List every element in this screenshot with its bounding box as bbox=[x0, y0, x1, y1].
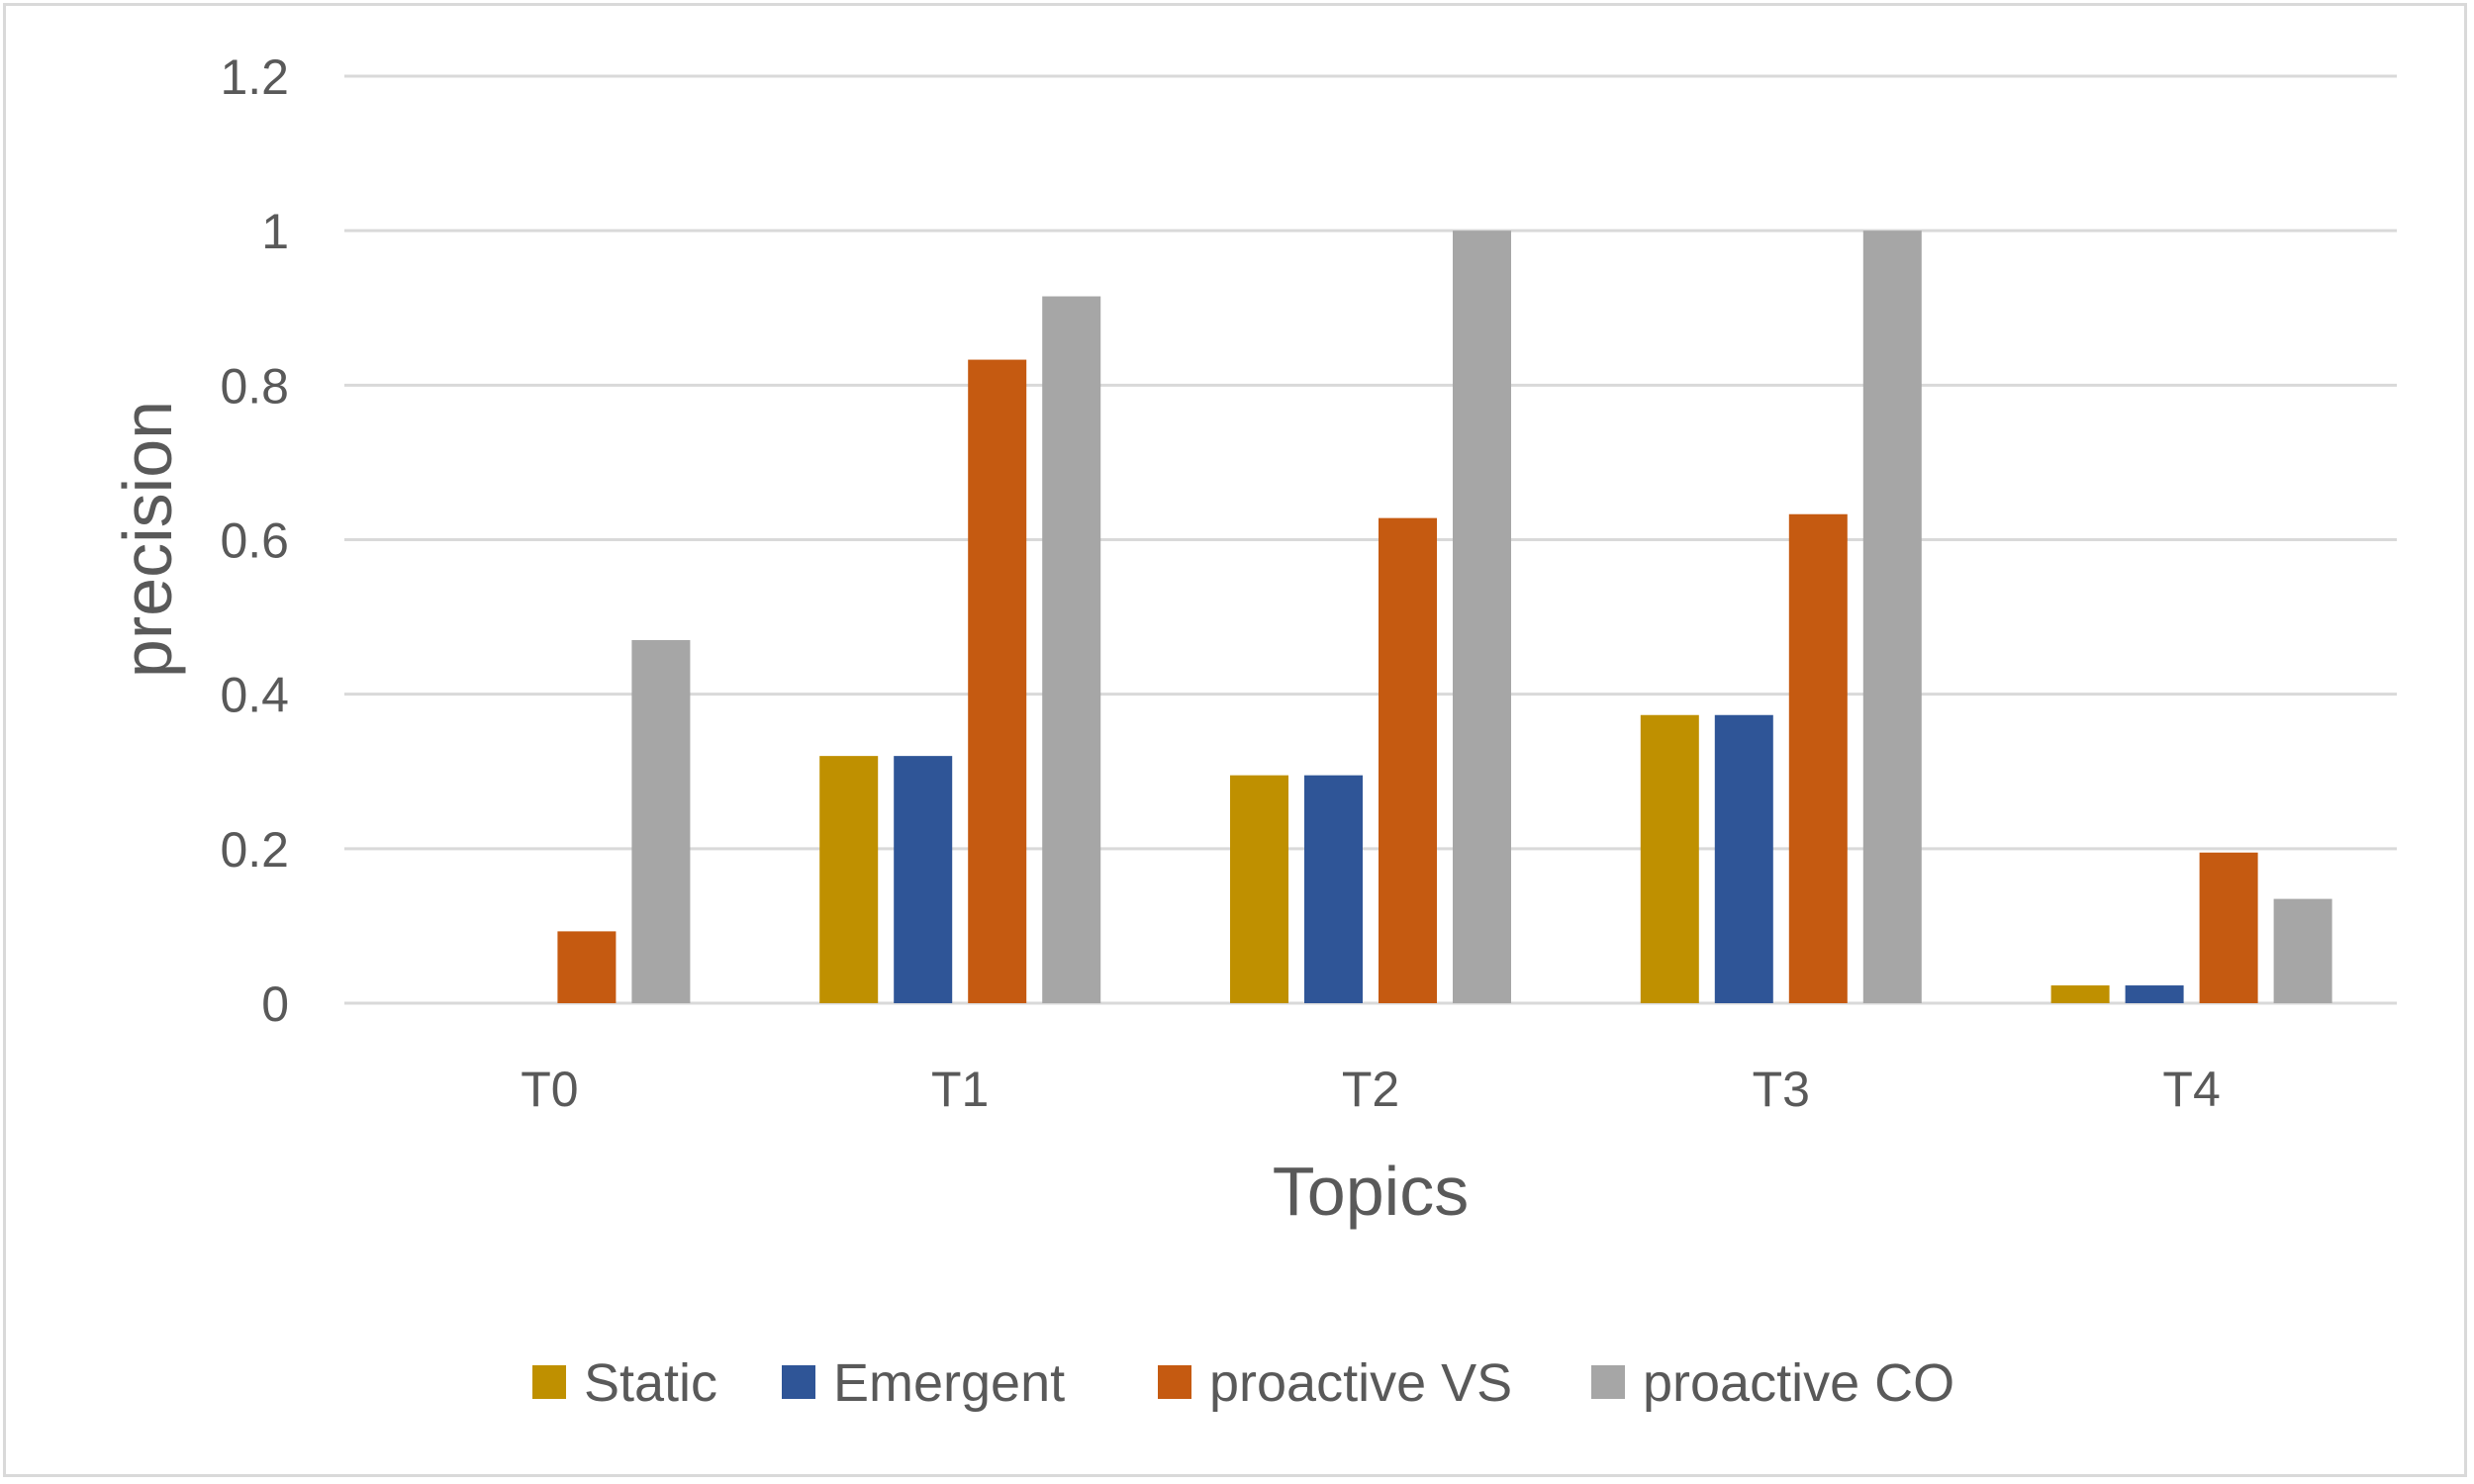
legend-label: proactive VS bbox=[1209, 1353, 1512, 1413]
y-tick-label: 1.2 bbox=[220, 49, 289, 105]
x-tick-labels: T0 T1 T2 T3 T4 bbox=[521, 1062, 2221, 1117]
bar-proactive-co-t4 bbox=[2273, 898, 2332, 1003]
bar-proactive-vs-t2 bbox=[1379, 517, 1437, 1003]
legend-swatch bbox=[782, 1365, 815, 1399]
bar-emergent-t1 bbox=[894, 756, 953, 1003]
bar-static-t4 bbox=[2050, 985, 2110, 1003]
legend-label: Static bbox=[584, 1353, 717, 1413]
bar-static-t2 bbox=[1230, 775, 1288, 1003]
chart-frame bbox=[3, 3, 2467, 1477]
x-tick-label: T3 bbox=[1753, 1062, 1810, 1117]
y-tick-labels: 0 0.2 0.4 0.6 0.8 1 1.2 bbox=[220, 49, 289, 1032]
y-tick-label: 0 bbox=[261, 976, 289, 1032]
bar-proactive-vs-t3 bbox=[1788, 513, 1848, 1003]
bar-proactive-vs-t4 bbox=[2199, 852, 2258, 1003]
bar-emergent-t3 bbox=[1714, 714, 1773, 1003]
bars bbox=[557, 231, 2332, 1004]
bar-proactive-vs-t0 bbox=[557, 931, 617, 1003]
bar-emergent-t4 bbox=[2125, 985, 2184, 1003]
y-tick-label: 0.4 bbox=[220, 668, 289, 723]
x-tick-label: T2 bbox=[1342, 1062, 1399, 1117]
legend: Static Emergent proactive VS proactive CO bbox=[532, 1353, 1954, 1413]
y-axis-title: precision bbox=[109, 401, 186, 678]
y-tick-label: 1 bbox=[261, 204, 289, 259]
bar-proactive-co-t3 bbox=[1862, 231, 1922, 1003]
bar-proactive-vs-t1 bbox=[968, 359, 1027, 1004]
y-tick-label: 0.6 bbox=[220, 513, 289, 569]
legend-label: Emergent bbox=[833, 1353, 1065, 1413]
bar-proactive-co-t1 bbox=[1042, 296, 1101, 1004]
y-tick-label: 0.2 bbox=[220, 822, 289, 878]
bar-static-t3 bbox=[1640, 714, 1699, 1003]
x-tick-label: T0 bbox=[521, 1062, 578, 1117]
legend-swatch bbox=[1158, 1365, 1191, 1399]
legend-swatch bbox=[1591, 1365, 1625, 1399]
legend-label: proactive CO bbox=[1643, 1353, 1954, 1413]
x-axis-title: Topics bbox=[1273, 1153, 1469, 1230]
bar-static-t1 bbox=[819, 756, 879, 1003]
bar-proactive-co-t2 bbox=[1453, 231, 1511, 1003]
bar-emergent-t2 bbox=[1304, 775, 1363, 1003]
y-tick-label: 0.8 bbox=[220, 358, 289, 414]
x-tick-label: T1 bbox=[931, 1062, 989, 1117]
legend-swatch bbox=[532, 1365, 566, 1399]
x-tick-label: T4 bbox=[2162, 1062, 2220, 1117]
bar-proactive-co-t0 bbox=[631, 640, 691, 1003]
